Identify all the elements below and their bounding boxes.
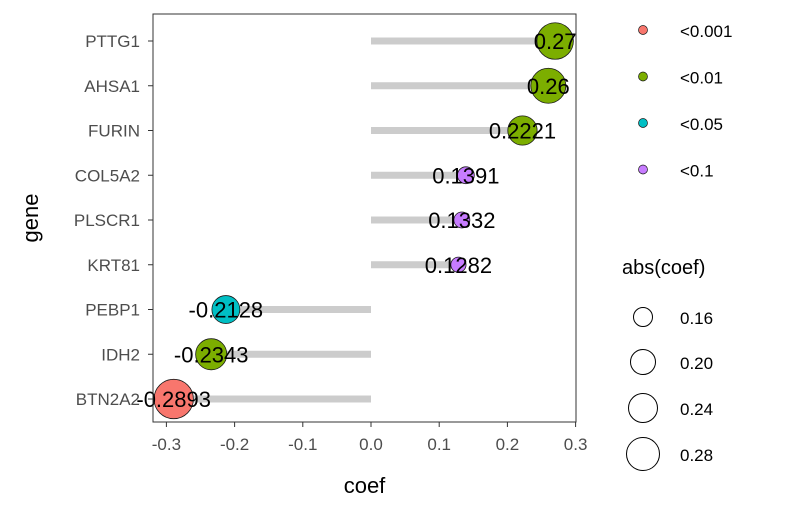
- point-btn2a2: [153, 378, 194, 420]
- x-axis: -0.3 -0.2 -0.1 0.0 0.1 0.2 0.3: [152, 422, 588, 454]
- y-tick-label-btn2a2: BTN2A2: [76, 390, 140, 409]
- data-labels-layer: 0.27 0.26 0.2221 0.1391 0.1332 0.1282 -0.2128 -…: [136, 29, 576, 412]
- x-tick-label: -0.1: [288, 435, 317, 454]
- size-legend-label-4: 0.28: [680, 446, 713, 465]
- y-tick-label-plscr1: PLSCR1: [74, 211, 140, 230]
- data-label-pebp1: -0.2128: [189, 298, 264, 323]
- x-tick-label: 0.2: [496, 435, 520, 454]
- data-label-col5a2: 0.1391: [432, 163, 499, 188]
- point-ahsa1: [530, 67, 567, 104]
- y-tick-label-furin: FURIN: [88, 122, 140, 141]
- y-tick-label-pttg1: PTTG1: [85, 32, 140, 51]
- size-legend-key-2: [630, 349, 656, 375]
- point-pttg1: [536, 22, 574, 60]
- x-tick-label: 0.0: [359, 435, 383, 454]
- size-legend-key-1: [633, 307, 653, 327]
- y-tick-label-idh2: IDH2: [101, 345, 140, 364]
- x-tick-label: -0.3: [152, 435, 181, 454]
- size-legend: abs(coef) 0.16 0.20 0.24 0.28: [622, 257, 713, 471]
- color-legend: <0.001 <0.01 <0.05 <0.1: [638, 22, 732, 181]
- y-tick-label-krt81: KRT81: [87, 256, 140, 275]
- plot-panel-border: [152, 13, 577, 423]
- data-label-btn2a2: -0.2893: [136, 387, 211, 412]
- x-tick-label: 0.3: [564, 435, 588, 454]
- legend-label-3: <0.05: [680, 115, 723, 134]
- y-axis-title: gene: [18, 194, 43, 243]
- legend-label-1: <0.001: [680, 22, 732, 41]
- y-tick-label-ahsa1: AHSA1: [84, 77, 140, 96]
- data-label-idh2: -0.2343: [174, 342, 249, 367]
- legend-key-4: [638, 164, 648, 175]
- y-axis: PTTG1 AHSA1 FURIN COL5A2 PLSCR1 KRT81 PEBP1 IDH…: [74, 32, 153, 409]
- size-legend-label-3: 0.24: [680, 400, 713, 419]
- data-label-pttg1: 0.27: [534, 29, 577, 54]
- data-label-plscr1: 0.1332: [428, 208, 495, 233]
- point-pebp1: [211, 295, 241, 324]
- point-furin: [507, 115, 538, 146]
- y-tick-label-pebp1: PEBP1: [85, 301, 140, 320]
- stems-layer: [173, 37, 556, 403]
- data-label-krt81: 0.1282: [425, 253, 492, 278]
- point-idh2: [195, 338, 228, 371]
- data-label-ahsa1: 0.26: [527, 74, 570, 99]
- x-tick-label: 0.1: [427, 435, 451, 454]
- legend-key-2: [638, 71, 648, 82]
- size-legend-key-4: [626, 437, 660, 471]
- size-legend-label-1: 0.16: [680, 309, 713, 328]
- size-legend-title: abs(coef): [622, 257, 705, 279]
- data-label-furin: 0.2221: [489, 119, 556, 144]
- legend-key-1: [638, 25, 648, 35]
- size-legend-label-2: 0.20: [680, 354, 713, 373]
- point-plscr1: [453, 211, 471, 229]
- legend-key-3: [638, 118, 648, 128]
- legend-label-4: <0.1: [680, 162, 714, 181]
- point-col5a2: [457, 166, 475, 185]
- y-tick-label-col5a2: COL5A2: [75, 166, 140, 185]
- size-legend-key-3: [628, 393, 658, 423]
- legend-label-2: <0.01: [680, 69, 723, 88]
- points-layer: [153, 22, 574, 420]
- x-tick-label: -0.2: [220, 435, 249, 454]
- x-axis-title: coef: [344, 473, 386, 498]
- point-krt81: [450, 256, 467, 273]
